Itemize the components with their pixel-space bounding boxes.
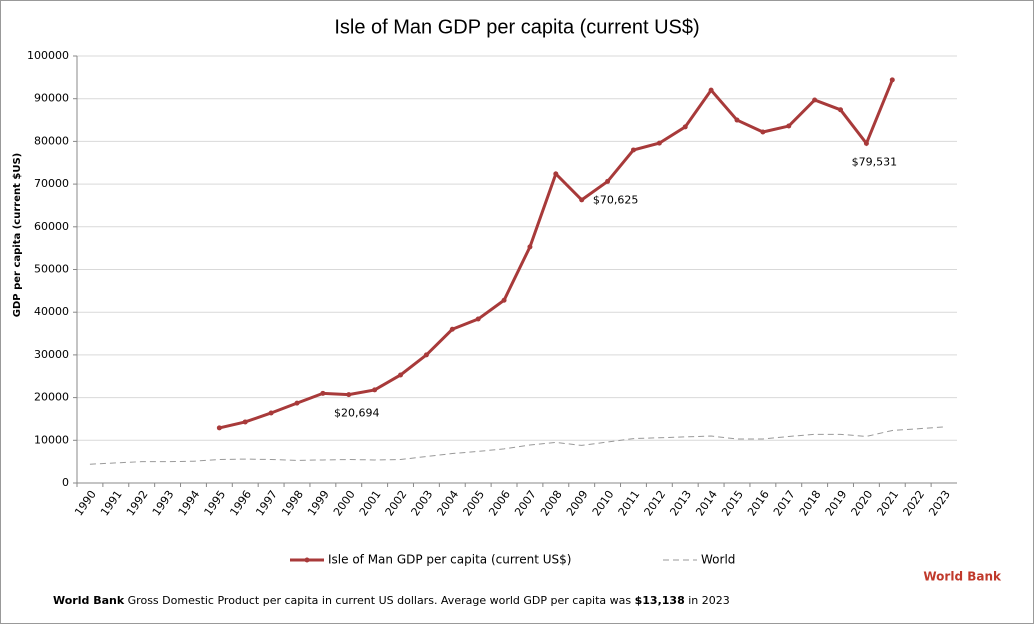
point xyxy=(372,387,378,393)
y-tick-label: 60000 xyxy=(34,220,69,233)
point xyxy=(501,297,507,303)
point xyxy=(294,400,300,406)
point xyxy=(346,392,352,398)
point xyxy=(889,77,895,83)
point xyxy=(708,87,714,93)
point xyxy=(553,171,559,177)
point xyxy=(398,372,404,378)
point xyxy=(268,410,274,416)
y-tick-label: 50000 xyxy=(34,263,69,276)
point xyxy=(216,425,222,431)
y-tick-label: 80000 xyxy=(34,134,69,147)
y-tick-label: 10000 xyxy=(34,433,69,446)
legend-label: Isle of Man GDP per capita (current US$) xyxy=(328,553,571,567)
y-tick-label: 100000 xyxy=(27,49,69,62)
point xyxy=(449,326,455,332)
y-tick-label: 30000 xyxy=(34,348,69,361)
footer-text: Gross Domestic Product per capita in cur… xyxy=(128,594,632,607)
value-label: $70,625 xyxy=(593,193,639,206)
point xyxy=(812,97,818,103)
chart-title: Isle of Man GDP per capita (current US$) xyxy=(334,16,699,38)
point xyxy=(838,107,844,113)
legend-label: World xyxy=(701,553,735,567)
point xyxy=(656,140,662,146)
y-tick-label: 90000 xyxy=(34,92,69,105)
legend-marker xyxy=(304,557,310,563)
point xyxy=(475,316,481,322)
y-tick-label: 0 xyxy=(62,476,69,489)
point xyxy=(682,124,688,130)
footer: World Bank Gross Domestic Product per ca… xyxy=(53,594,730,607)
footer-tail: in 2023 xyxy=(688,594,730,607)
point xyxy=(605,178,611,184)
source: World Bank xyxy=(923,570,1002,584)
y-tick-label: 40000 xyxy=(34,305,69,318)
series-line xyxy=(89,426,945,465)
footer-lead: World Bank xyxy=(53,594,125,607)
point xyxy=(734,117,740,123)
point xyxy=(786,123,792,129)
point xyxy=(242,419,248,425)
value-label: $20,694 xyxy=(334,407,380,420)
point xyxy=(760,129,766,135)
footer-highlight: $13,138 xyxy=(635,594,685,607)
point xyxy=(630,147,636,153)
point xyxy=(423,352,429,358)
y-axis-label: GDP per capita (current $US) xyxy=(12,153,23,317)
y-tick-label: 20000 xyxy=(34,391,69,404)
point xyxy=(863,140,869,146)
value-label: $79,531 xyxy=(852,155,898,168)
point xyxy=(579,197,585,203)
point xyxy=(527,244,533,250)
point xyxy=(320,390,326,396)
y-tick-label: 70000 xyxy=(34,177,69,190)
